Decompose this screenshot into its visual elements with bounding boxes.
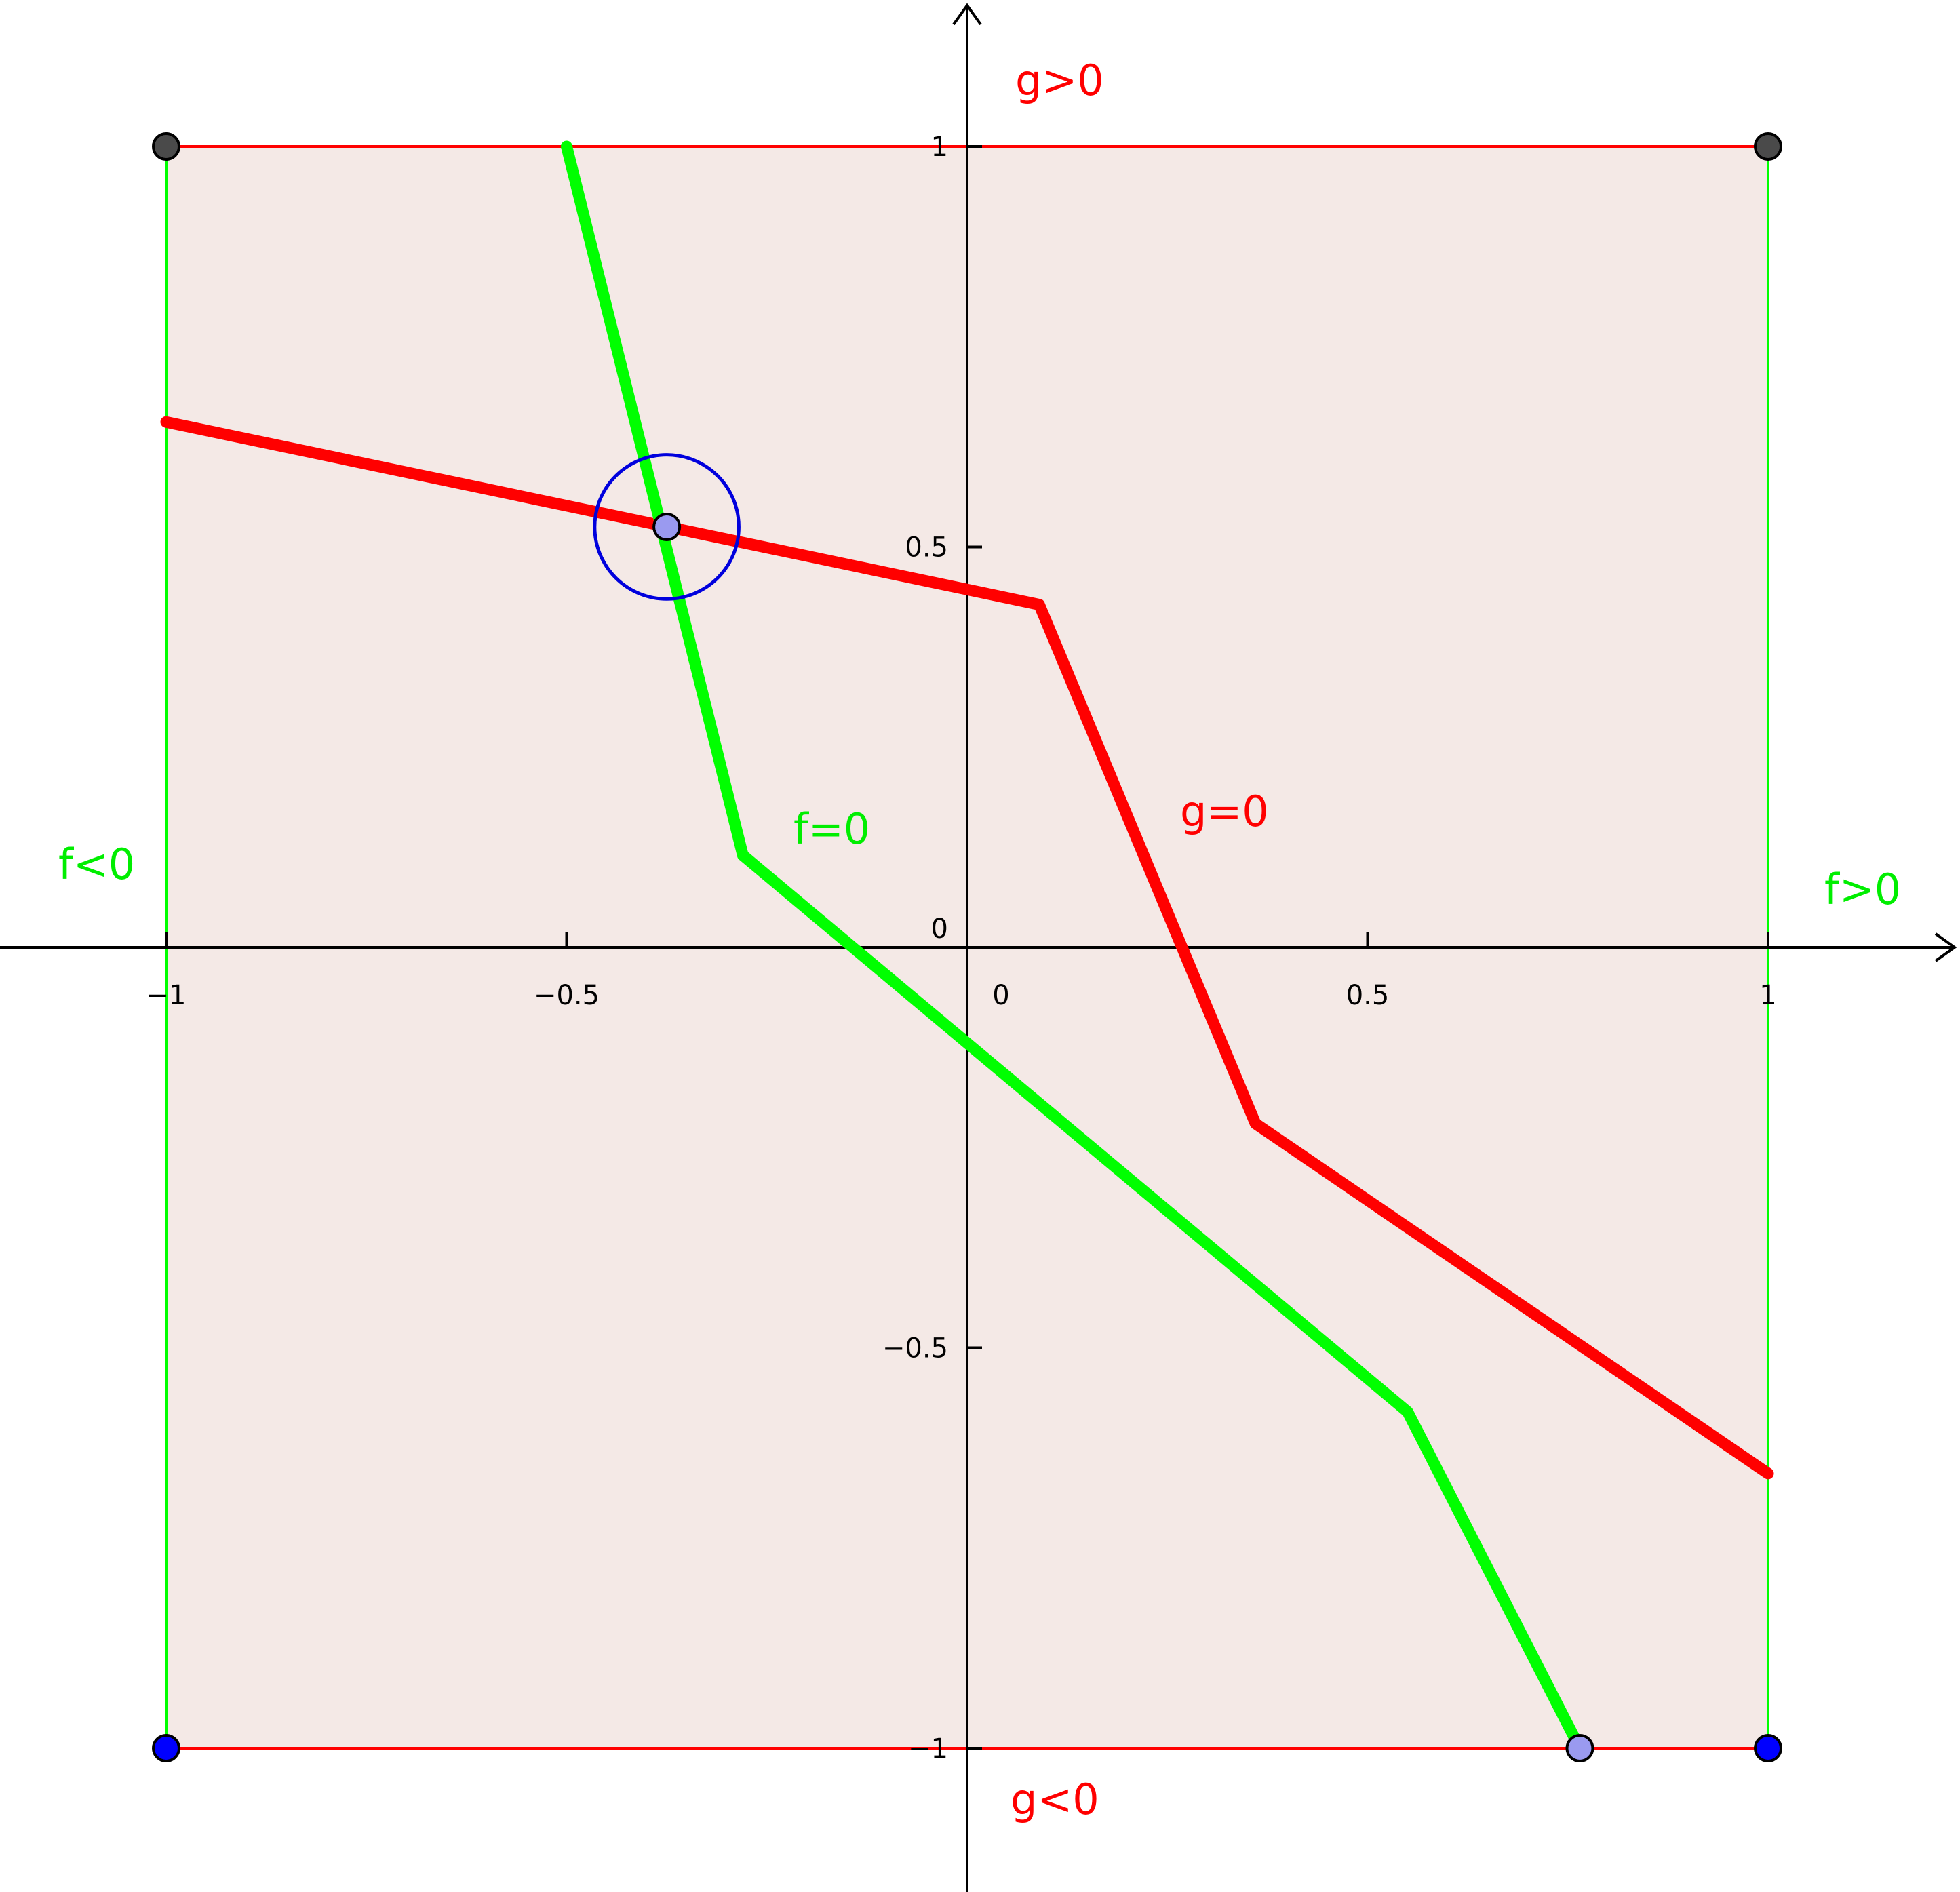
label-f-zero: f=0 (793, 804, 870, 854)
intersection-circle (593, 453, 741, 601)
x-tick-label: 0.5 (1346, 980, 1390, 1011)
label-f-positive: f>0 (1824, 865, 1901, 914)
label-g-positive: g>0 (1015, 56, 1104, 105)
corner-point-bottom-left[interactable] (152, 1734, 180, 1762)
x-tick-label: 0 (992, 980, 1009, 1011)
x-tick-label: −1 (146, 980, 187, 1011)
label-f-negative: f<0 (58, 840, 135, 889)
x-tick-label: −0.5 (534, 980, 600, 1011)
y-tick-label: 0 (931, 913, 948, 945)
x-tick-label: 1 (1759, 980, 1776, 1011)
label-g-zero: g=0 (1180, 787, 1269, 836)
y-tick-label: 0.5 (905, 532, 948, 564)
f-curve-end-point[interactable] (1565, 1734, 1594, 1762)
g-zero-curve (160, 416, 1774, 1480)
y-tick-label: −1 (908, 1733, 948, 1765)
corner-point-bottom-right[interactable] (1754, 1734, 1782, 1762)
y-axis-arrow (952, 3, 982, 26)
x-axis-ticks: −1 −0.5 0 0.5 1 (146, 932, 1777, 1011)
corner-point-top-left[interactable] (152, 132, 180, 161)
f-zero-curve (561, 140, 1586, 1754)
corner-point-top-right[interactable] (1754, 132, 1782, 161)
y-tick-label: 1 (931, 132, 948, 163)
y-tick-label: −0.5 (882, 1333, 948, 1364)
label-g-negative: g<0 (1011, 1775, 1099, 1824)
y-axis-ticks: 1 0.5 0 −0.5 −1 (882, 132, 982, 1765)
intersection-point[interactable] (652, 512, 682, 541)
x-axis-arrow (1934, 932, 1957, 962)
